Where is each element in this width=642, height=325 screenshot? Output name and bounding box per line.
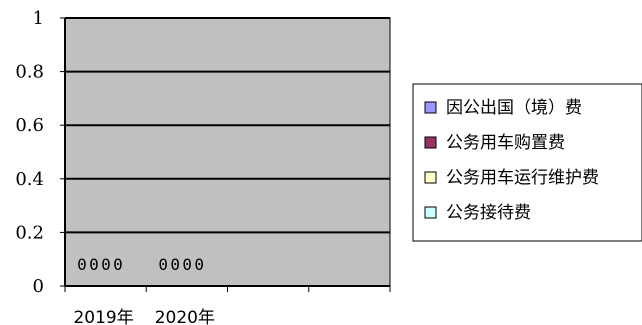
data-label: 0 [113, 255, 123, 274]
legend-box [412, 83, 642, 242]
x-tick-label: 2020年 [155, 308, 215, 325]
data-label: 0 [170, 255, 180, 274]
data-label: 0 [158, 255, 168, 274]
data-label: 0 [77, 255, 87, 274]
y-tick-label: 0.4 [15, 169, 44, 190]
legend-swatch [424, 171, 437, 184]
legend-swatch [424, 136, 437, 149]
legend-label: 因公出国（境）费 [446, 98, 582, 118]
y-tick-label: 0.6 [15, 115, 44, 136]
y-tick-label: 0.8 [15, 62, 44, 83]
legend-swatch [424, 206, 437, 219]
data-label: 0 [89, 255, 99, 274]
y-tick-label: 0 [33, 276, 44, 297]
legend-label: 公务用车运行维护费 [446, 168, 599, 188]
data-label: 0 [182, 255, 192, 274]
legend-label: 公务用车购置费 [446, 133, 565, 153]
x-tick-label: 2019年 [73, 308, 133, 325]
x-axis-ticks: 2019年 2020年 [64, 286, 391, 325]
gridlines [65, 17, 390, 234]
legend-swatch [424, 101, 437, 114]
y-tick-label: 0.2 [15, 222, 44, 243]
data-label: 0 [101, 255, 111, 274]
legend-label: 公务接待费 [446, 203, 531, 223]
y-axis-ticks: 0 0.2 0.4 0.6 0.8 1 [15, 8, 65, 297]
y-tick-label: 1 [33, 8, 44, 29]
plot-area [64, 17, 391, 287]
data-label: 0 [194, 255, 204, 274]
